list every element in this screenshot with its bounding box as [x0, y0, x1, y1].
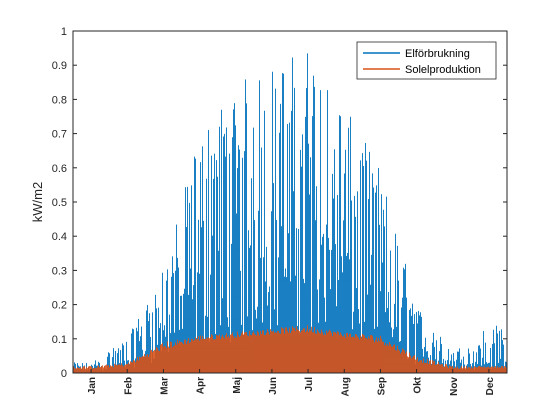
x-tick-label: Apr [196, 377, 207, 394]
x-tick-label: Okt [413, 376, 424, 393]
y-tick-label: 0 [61, 368, 67, 380]
x-tick-label: Sep [376, 377, 387, 395]
y-tick-label: 0.7 [52, 129, 67, 141]
y-tick-label: 0.6 [52, 163, 67, 175]
x-tick-label: Jan [87, 377, 98, 394]
y-tick-label: 0.2 [52, 300, 67, 312]
x-tick-label: Jul [304, 377, 315, 392]
y-tick-label: 0.3 [52, 265, 67, 277]
plot-area [73, 31, 507, 373]
x-tick-label: Maj [232, 377, 243, 394]
y-tick-label: 0.4 [52, 231, 67, 243]
x-axis: Jan Feb Mar Apr Maj Jun Jul Aug Sep Okt Nov Dec [87, 369, 496, 396]
y-axis-label: kW/m2 [30, 182, 45, 222]
legend-label-elforbrukning: Elförbrukning [405, 48, 470, 60]
x-tick-label: Nov [449, 377, 460, 396]
x-tick-label: Aug [340, 377, 351, 396]
x-tick-label: Mar [159, 377, 170, 395]
legend-box [356, 41, 497, 80]
y-tick-label: 0.5 [52, 197, 67, 209]
x-tick-label: Feb [123, 377, 134, 395]
legend: Elförbrukning Solelproduktion [356, 41, 497, 80]
y-tick-label: 1 [61, 26, 67, 38]
y-tick-label: 0.9 [52, 60, 67, 72]
x-tick-label: Dec [485, 377, 496, 396]
y-axis: 0 0.1 0.2 0.3 0.4 0.5 0.6 0.7 0.8 0.9 1 [52, 26, 507, 380]
y-tick-label: 0.8 [52, 94, 67, 106]
y-tick-label: 0.1 [52, 334, 67, 346]
legend-label-solelproduktion: Solelproduktion [405, 64, 481, 76]
x-tick-label: Jun [268, 377, 279, 395]
